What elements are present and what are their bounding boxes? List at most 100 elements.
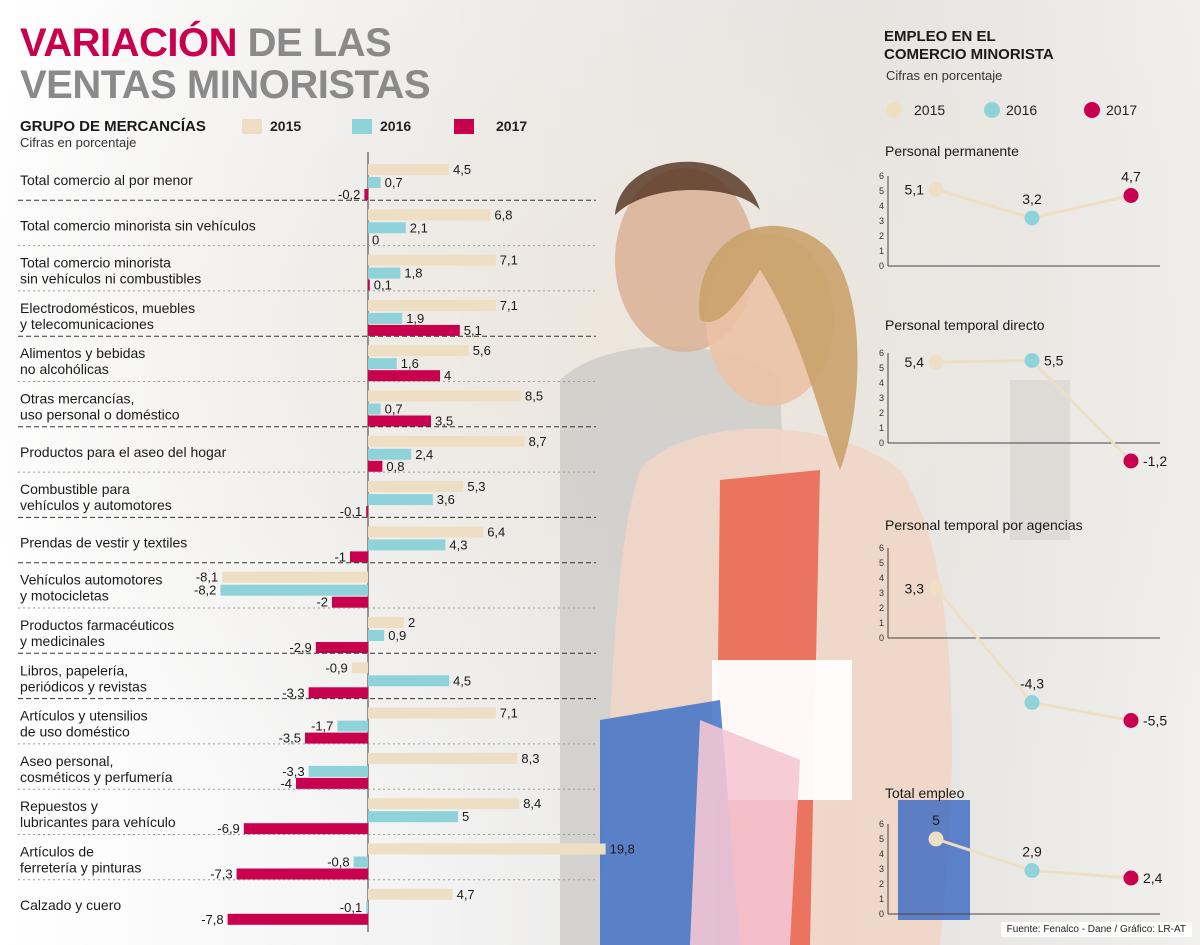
bar-value-label-2015: 8,7 bbox=[529, 434, 547, 449]
category-label: lubricantes para vehículo bbox=[20, 814, 176, 830]
source-note: Fuente: Fenalco - Dane / Gráfico: LR-AT bbox=[1000, 922, 1192, 937]
point-value-label: -1,2 bbox=[1143, 453, 1167, 469]
bar-2017 bbox=[368, 279, 370, 291]
legend-item-2017: 2017 bbox=[454, 118, 527, 134]
bar-value-label-2016: 1,6 bbox=[401, 356, 419, 371]
bar-value-label-2016: 1,8 bbox=[404, 266, 422, 281]
legend-label-2015: 2015 bbox=[270, 118, 302, 134]
y-tick-label: 6 bbox=[879, 348, 884, 358]
employment-legend-2017: 2017 bbox=[1084, 102, 1137, 118]
bar-value-label-2017: -2,9 bbox=[289, 640, 311, 655]
point-value-label: -5,5 bbox=[1143, 713, 1167, 729]
y-tick-label: 1 bbox=[879, 246, 884, 256]
bar-2015 bbox=[368, 752, 518, 764]
bar-2017 bbox=[368, 370, 440, 382]
point-value-label: 5,5 bbox=[1044, 353, 1064, 369]
bar-2016 bbox=[368, 675, 449, 687]
bar-2015 bbox=[368, 254, 496, 266]
category-label: cosméticos y perfumería bbox=[20, 769, 173, 785]
bar-2016 bbox=[368, 177, 381, 188]
bar-value-label-2015: 5,3 bbox=[467, 479, 485, 494]
title-rest: DE LAS bbox=[236, 21, 392, 65]
bar-2017 bbox=[368, 324, 460, 336]
point-2017 bbox=[1123, 870, 1139, 886]
category-label: Artículos de bbox=[20, 844, 94, 860]
legend-item-2016: 2016 bbox=[352, 118, 411, 134]
point-2016 bbox=[1024, 695, 1040, 710]
bar-value-label-2015: -8,1 bbox=[196, 570, 218, 585]
bar-2015 bbox=[368, 390, 521, 402]
bar-2015 bbox=[368, 435, 525, 447]
category-label: Combustible para bbox=[20, 481, 130, 497]
main-title: VARIACIÓN DE LAS VENTAS MINORISTAS bbox=[20, 21, 431, 106]
point-value-label: 2,4 bbox=[1143, 870, 1163, 886]
bar-chart-subheading: Cifras en porcentaje bbox=[20, 135, 137, 150]
bar-2015 bbox=[368, 888, 453, 900]
category-label: Repuestos y bbox=[20, 798, 98, 814]
y-tick-label: 3 bbox=[879, 588, 884, 598]
point-value-label: 3,3 bbox=[905, 581, 925, 597]
bar-value-label-2016: 1,9 bbox=[406, 311, 424, 326]
bar-2015 bbox=[368, 843, 606, 855]
legend-label-2017: 2017 bbox=[496, 118, 528, 134]
category-label: Otras mercancías, bbox=[20, 391, 134, 407]
y-tick-label: 2 bbox=[879, 408, 884, 418]
category-label: de uso doméstico bbox=[20, 724, 130, 740]
bar-value-label-2017: 0 bbox=[372, 232, 379, 247]
employment-legend-dot-2016 bbox=[984, 102, 1000, 118]
bar-2017 bbox=[350, 551, 368, 563]
employment-legend-label-2017: 2017 bbox=[1106, 102, 1138, 118]
bar-2015 bbox=[222, 571, 368, 583]
y-tick-label: 1 bbox=[879, 618, 884, 628]
bar-value-label-2016: -0,8 bbox=[327, 855, 349, 870]
bar-value-label-2016: 0,7 bbox=[385, 175, 403, 190]
bar-value-label-2017: 4 bbox=[444, 368, 451, 383]
bar-2015 bbox=[368, 345, 469, 357]
bar-2017 bbox=[236, 868, 368, 880]
bar-2016 bbox=[368, 539, 446, 551]
category-label: Total comercio al por menor bbox=[20, 172, 193, 188]
point-value-label: 5 bbox=[932, 812, 940, 828]
category-label: Vehículos automotores bbox=[20, 572, 162, 588]
point-2016 bbox=[1024, 353, 1040, 368]
bar-2016 bbox=[368, 494, 433, 506]
y-tick-label: 1 bbox=[879, 894, 884, 904]
point-2016 bbox=[1024, 210, 1040, 226]
bar-2017 bbox=[368, 415, 431, 427]
bar-2017 bbox=[315, 642, 368, 653]
bar-2017 bbox=[332, 596, 368, 608]
y-tick-label: 3 bbox=[879, 216, 884, 226]
bar-value-label-2015: 19,8 bbox=[610, 842, 635, 857]
bar-value-label-2017: 0,8 bbox=[386, 459, 404, 474]
point-value-label: 2,9 bbox=[1022, 844, 1042, 860]
series-line bbox=[935, 358, 1133, 463]
y-tick-label: 2 bbox=[879, 603, 884, 613]
point-value-label: 5,4 bbox=[905, 354, 925, 370]
y-tick-label: 0 bbox=[879, 909, 884, 919]
y-tick-label: 5 bbox=[879, 834, 884, 844]
bar-value-label-2017: -1 bbox=[334, 549, 346, 564]
bar-2017 bbox=[366, 506, 368, 518]
y-tick-label: 5 bbox=[879, 558, 884, 568]
y-tick-label: 4 bbox=[879, 849, 884, 859]
bar-2016 bbox=[308, 765, 368, 777]
bar-value-label-2015: 5,6 bbox=[473, 343, 491, 358]
bar-value-label-2015: 6,8 bbox=[494, 207, 512, 222]
point-2017 bbox=[1123, 713, 1139, 728]
category-label: Alimentos y bebidas bbox=[20, 345, 145, 361]
bar-value-label-2016: -1,7 bbox=[311, 719, 333, 734]
bar-2016 bbox=[368, 630, 385, 641]
category-label: Productos farmacéuticos bbox=[20, 617, 174, 633]
employment-legend-label-2015: 2015 bbox=[914, 102, 946, 118]
point-2017 bbox=[1123, 453, 1139, 469]
y-tick-label: 2 bbox=[879, 879, 884, 889]
bar-2015 bbox=[368, 798, 520, 810]
bar-2016 bbox=[368, 312, 403, 324]
bar-value-label-2016: 0,9 bbox=[388, 628, 406, 643]
bar-2015 bbox=[368, 526, 484, 538]
legend-item-2015: 2015 bbox=[242, 118, 301, 134]
y-tick-label: 0 bbox=[879, 633, 884, 643]
y-tick-label: 6 bbox=[879, 543, 884, 553]
category-label: no alcohólicas bbox=[20, 361, 109, 377]
